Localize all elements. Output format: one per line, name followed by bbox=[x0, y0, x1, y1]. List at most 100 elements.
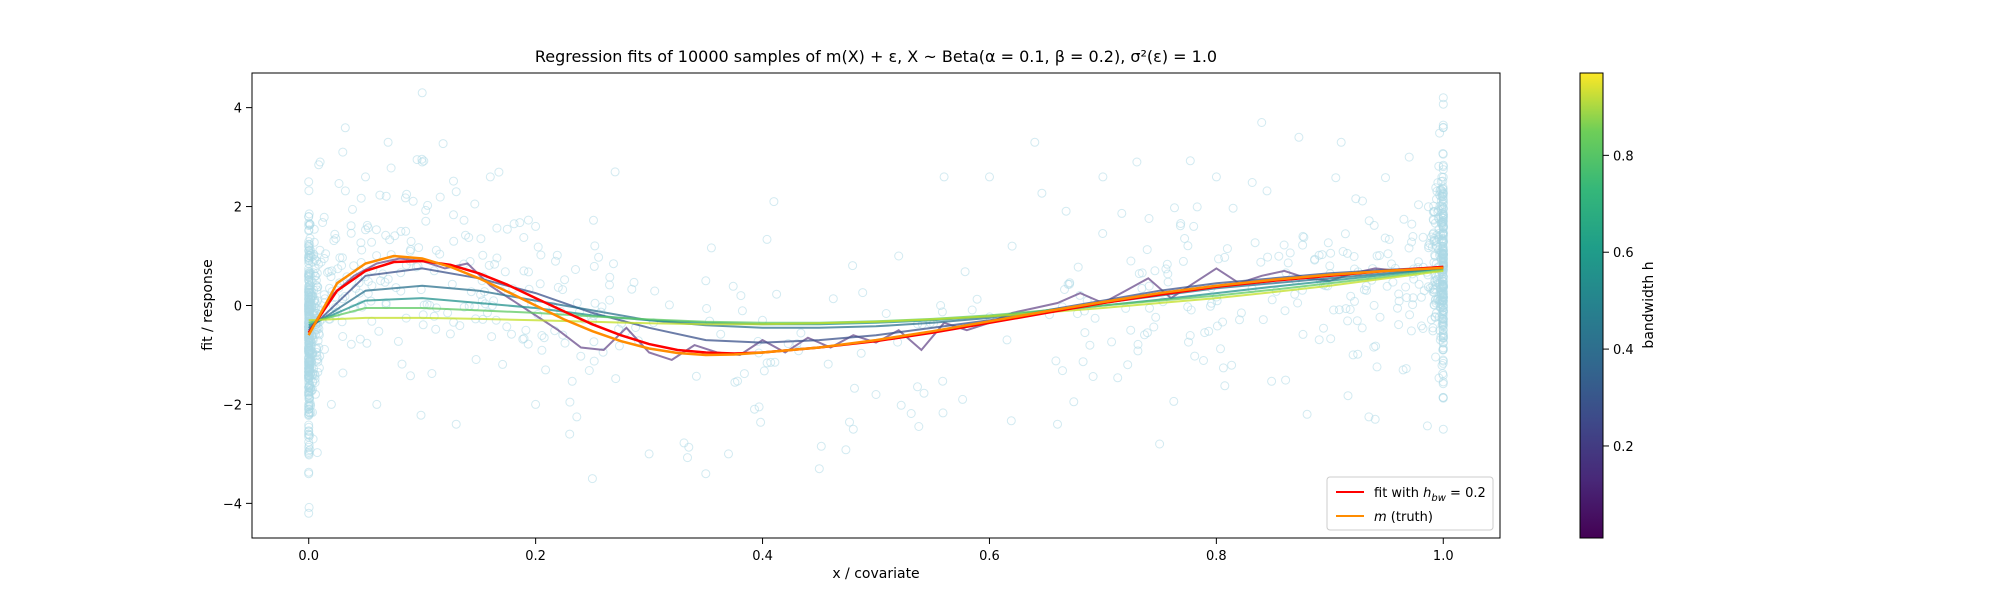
scatter-point bbox=[1380, 233, 1390, 243]
scatter-point bbox=[896, 400, 906, 410]
scatter-point bbox=[304, 420, 314, 430]
scatter-point bbox=[423, 200, 433, 210]
scatter-point bbox=[1107, 337, 1117, 347]
scatter-point bbox=[304, 177, 314, 187]
scatter-point bbox=[1438, 318, 1448, 328]
scatter-point bbox=[304, 442, 314, 452]
scatter-point bbox=[1162, 259, 1172, 269]
scatter-point bbox=[684, 442, 694, 452]
scatter-point bbox=[337, 261, 347, 270]
scatter-point bbox=[739, 369, 749, 379]
scatter-point bbox=[1069, 397, 1079, 407]
scatter-point bbox=[360, 272, 370, 282]
scatter-point bbox=[401, 226, 411, 236]
legend-label-fit-prefix: fit with bbox=[1374, 486, 1423, 501]
scatter-point bbox=[1438, 274, 1448, 284]
y-tick-label: 2 bbox=[234, 201, 242, 216]
scatter-point bbox=[1006, 416, 1016, 426]
bandwidth-fit-line-2 bbox=[308, 267, 1444, 329]
scatter-point bbox=[701, 276, 711, 286]
scatter-point bbox=[1065, 279, 1074, 289]
scatter-point bbox=[492, 223, 502, 233]
x-tick-label: 0.2 bbox=[525, 549, 546, 564]
scatter-point bbox=[1314, 335, 1324, 345]
scatter-point bbox=[371, 225, 381, 235]
scatter-point bbox=[1098, 172, 1108, 182]
bandwidth-fit-line-0 bbox=[307, 257, 1444, 361]
scatter-point bbox=[406, 371, 415, 381]
scatter-point bbox=[914, 422, 924, 431]
scatter-point bbox=[346, 228, 356, 238]
scatter-point bbox=[1218, 363, 1228, 373]
scatter-point bbox=[1200, 328, 1210, 338]
scatter-point bbox=[326, 272, 336, 282]
scatter-point bbox=[558, 285, 568, 295]
scatter-point bbox=[1317, 250, 1327, 260]
scatter-point bbox=[419, 156, 429, 166]
scatter-point bbox=[523, 339, 533, 349]
scatter-point bbox=[1326, 248, 1336, 258]
scatter-point bbox=[449, 176, 458, 186]
scatter-point bbox=[476, 234, 486, 244]
scatter-point bbox=[406, 236, 416, 246]
scatter-point bbox=[1401, 282, 1411, 292]
scatter-point bbox=[304, 209, 314, 219]
scatter-point bbox=[304, 430, 314, 440]
scatter-point bbox=[1078, 357, 1088, 367]
scatter-point bbox=[1361, 281, 1371, 291]
scatter-point bbox=[1340, 229, 1350, 239]
scatter-point bbox=[1431, 183, 1441, 193]
scatter-point bbox=[1228, 203, 1238, 213]
scatter-point bbox=[1294, 132, 1304, 142]
scatter-point bbox=[1211, 172, 1221, 182]
scatter-point bbox=[814, 464, 824, 474]
scatter-point bbox=[756, 417, 766, 427]
scatter-point bbox=[314, 363, 324, 373]
scatter-point bbox=[766, 357, 776, 367]
scatter-point bbox=[312, 285, 322, 295]
scatter-point bbox=[1434, 228, 1444, 238]
scatter-point bbox=[611, 374, 621, 384]
scatter-point bbox=[1145, 303, 1154, 313]
scatter-point bbox=[412, 155, 422, 165]
scatter-point bbox=[1438, 189, 1448, 199]
scatter-point bbox=[1407, 219, 1417, 229]
scatter-point bbox=[1336, 137, 1346, 147]
scatter-point bbox=[1126, 325, 1136, 335]
scatter-point bbox=[1334, 305, 1344, 315]
scatter-point bbox=[594, 252, 604, 262]
scatter-point bbox=[417, 88, 427, 98]
scatter-point bbox=[1438, 379, 1448, 389]
scatter-point bbox=[762, 234, 772, 244]
scatter-point bbox=[1163, 269, 1173, 279]
scatter-point bbox=[567, 376, 577, 386]
scatter-point bbox=[349, 261, 359, 271]
scatter-point bbox=[1414, 279, 1424, 289]
scatter-point bbox=[1126, 256, 1136, 266]
scatter-point bbox=[1329, 305, 1339, 315]
scatter-point bbox=[1218, 317, 1228, 327]
scatter-point bbox=[1151, 312, 1161, 322]
scatter-point bbox=[330, 229, 340, 239]
scatter-point bbox=[691, 371, 701, 381]
scatter-point bbox=[408, 196, 418, 206]
scatter-point bbox=[985, 172, 994, 182]
scatter-point bbox=[1406, 326, 1416, 336]
scatter-point bbox=[304, 502, 314, 512]
scatter-point bbox=[1428, 214, 1438, 224]
scatter-point bbox=[490, 259, 500, 269]
legend-label-truth-suffix: (truth) bbox=[1387, 510, 1433, 525]
scatter-point bbox=[400, 193, 410, 203]
scatter-point bbox=[1220, 252, 1230, 262]
scatter-point bbox=[1178, 256, 1188, 266]
scatter-point bbox=[1085, 340, 1095, 350]
scatter-point bbox=[1343, 391, 1353, 401]
scatter-point bbox=[1414, 257, 1423, 267]
scatter-point bbox=[1358, 196, 1367, 206]
scatter-point bbox=[1438, 199, 1448, 209]
scatter-point bbox=[304, 392, 314, 402]
scatter-point bbox=[894, 251, 904, 261]
scatter-point bbox=[1438, 93, 1448, 103]
scatter-point bbox=[1341, 304, 1351, 314]
scatter-point bbox=[533, 242, 543, 252]
